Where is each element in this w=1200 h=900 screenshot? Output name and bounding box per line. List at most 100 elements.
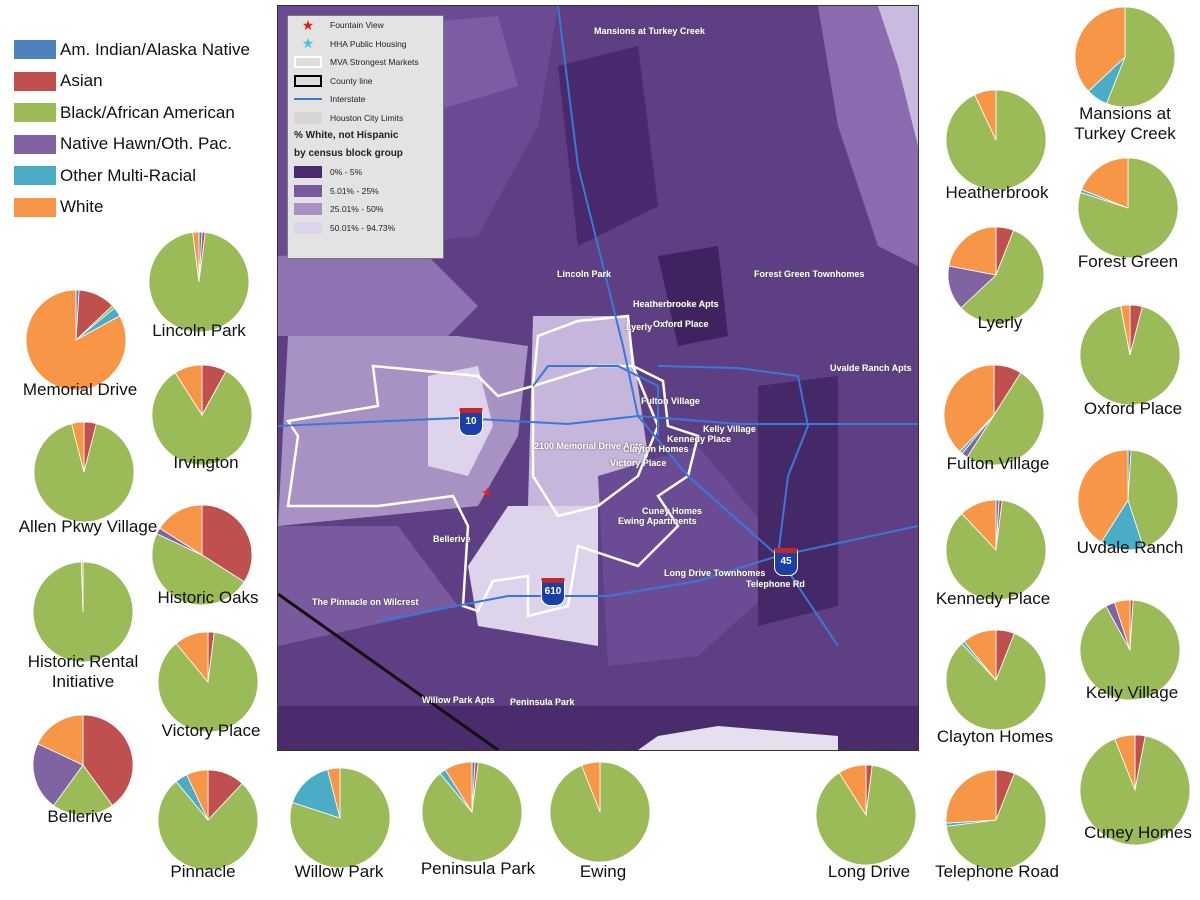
pie-label: Oxford Place: [1083, 399, 1183, 418]
pie-chart: [815, 764, 917, 866]
class-swatch: [294, 221, 322, 234]
pie-label: Willow Park: [294, 862, 384, 881]
map-place-label: Victory Place: [610, 458, 667, 468]
map-place-label: Peninsula Park: [510, 697, 575, 707]
pie-chart: [1079, 599, 1181, 701]
pie-label: Peninsula Park: [420, 859, 536, 878]
pie-chart: [157, 769, 259, 871]
pie-slice-black-african-american: [966, 372, 1045, 466]
legend-label: Am. Indian/Alaska Native: [60, 39, 250, 59]
pie-slice-white: [71, 421, 85, 473]
legend-label: Black/African American: [60, 102, 235, 122]
pie-chart: [945, 769, 1047, 871]
pie-slice-white: [1120, 304, 1131, 356]
pie-label: Lyerly: [977, 313, 1023, 332]
map-place-label: Willow Park Apts: [422, 695, 495, 705]
map-place-label: Mansions at Turkey Creek: [594, 26, 705, 36]
pie-slice-black-african-american: [151, 533, 245, 606]
interstate-swatch: [294, 93, 322, 105]
pie-slice-white: [327, 767, 341, 819]
class-swatch: [294, 203, 322, 216]
pie-label: Telephone Road: [935, 862, 1059, 881]
pie-slice-white: [963, 629, 997, 682]
pie-label: Fulton Village: [946, 454, 1050, 473]
pie-label: Historic Oaks: [157, 588, 259, 607]
map-place-label: Lyerly: [626, 322, 653, 332]
pie-slice-white: [186, 769, 209, 821]
pie-slice-white: [81, 561, 84, 613]
pie-label: Heatherbrook: [945, 183, 1049, 202]
pie-slice-white: [175, 631, 209, 684]
pie-label: Irvington: [173, 453, 239, 472]
interstate-610-shield: 610: [541, 578, 565, 606]
pie-slice-black-african-american: [148, 231, 250, 333]
pie-label: Allen Pkwy Village: [18, 517, 158, 536]
map-place-label: 2100 Memorial Drive Apts: [534, 441, 644, 451]
pie-slice-black-african-american: [33, 423, 135, 523]
pie-chart: [25, 289, 127, 391]
legend-item: Asian: [14, 66, 250, 98]
pie-label: Kelly Village: [1085, 683, 1179, 702]
pie-slice-asian: [82, 714, 134, 807]
pie-slice-white: [1080, 157, 1129, 209]
interstate-10-shield: 10: [459, 408, 483, 436]
blue-star-icon: ★: [301, 35, 315, 52]
legend-item: Am. Indian/Alaska Native: [14, 34, 250, 66]
legend-label: Other Multi-Racial: [60, 165, 197, 185]
pie-chart: [421, 761, 523, 863]
legend-swatch: [14, 71, 56, 91]
map-place-label: Long Drive Townhomes: [664, 568, 766, 578]
legend-interstate: Interstate: [330, 94, 366, 105]
pie-slice-white: [174, 364, 203, 417]
pie-label: Kennedy Place: [935, 589, 1051, 608]
pie-chart: [1077, 157, 1179, 259]
pie-chart: [549, 761, 651, 863]
pie-slice-white: [159, 504, 203, 556]
legend-item: Black/African American: [14, 97, 250, 129]
legend-county: County line: [330, 75, 373, 86]
pie-slice-white: [1114, 599, 1131, 651]
legend-subtitle: by census block group: [294, 148, 403, 159]
city-limits-swatch: [294, 111, 322, 124]
pie-slice-white: [961, 499, 997, 552]
legend-item: Native Hawn/Oth. Pac.: [14, 129, 250, 161]
choropleth: [278, 6, 918, 750]
pie-label: Lincoln Park: [152, 321, 246, 340]
pie-slice-white: [948, 226, 997, 276]
pie-chart: [32, 714, 134, 816]
pie-label: Clayton Homes: [936, 727, 1054, 746]
pie-chart: [151, 364, 253, 466]
pie-chart: [945, 499, 1047, 601]
pie-chart: [32, 561, 134, 663]
pie-slice-black-african-american: [53, 764, 113, 816]
pie-label: Ewing: [579, 862, 627, 881]
legend-title: % White, not Hispanic: [294, 130, 399, 141]
red-star-icon: ★: [301, 16, 315, 33]
pie-slice-white: [838, 764, 867, 817]
pie-slice-black-african-american: [945, 772, 1047, 871]
pie-chart: [289, 767, 391, 869]
pie-chart: [945, 89, 1047, 191]
map-place-label: Uvalde Ranch Apts: [830, 363, 912, 373]
pie-slice-white: [581, 761, 601, 813]
pie-slice-black-african-american: [1127, 449, 1179, 549]
fountain-view-star-icon[interactable]: ★: [481, 485, 493, 500]
class-swatch: [294, 184, 322, 197]
legend-swatch: [14, 134, 56, 154]
pie-label: Cuney Homes: [1084, 823, 1192, 842]
map-place-label: Bellerive: [433, 534, 471, 544]
legend-hha: HHA Public Housing: [330, 38, 407, 49]
pie-label: Bellerive: [47, 807, 113, 826]
houston-map[interactable]: ★ Fountain View ★ HHA Public Housing MVA S…: [277, 5, 919, 751]
pie-label: Historic Rental Initiative: [27, 652, 139, 691]
map-place-label: Heatherbrooke Apts: [633, 299, 719, 309]
legend-fountain-view: Fountain View: [330, 20, 384, 31]
pie-slice-black-african-american: [157, 780, 259, 871]
map-place-label: The Pinnacle on Wilcrest: [312, 597, 419, 607]
class-label: 50.01% - 94.73%: [330, 222, 396, 233]
interstate-45-shield: 45: [774, 548, 798, 576]
class-label: 0% - 5%: [330, 167, 363, 178]
map-place-label: Oxford Place: [653, 319, 709, 329]
map-place-label: Ewing Apartments: [618, 516, 697, 526]
pie-slice-white: [25, 289, 127, 391]
